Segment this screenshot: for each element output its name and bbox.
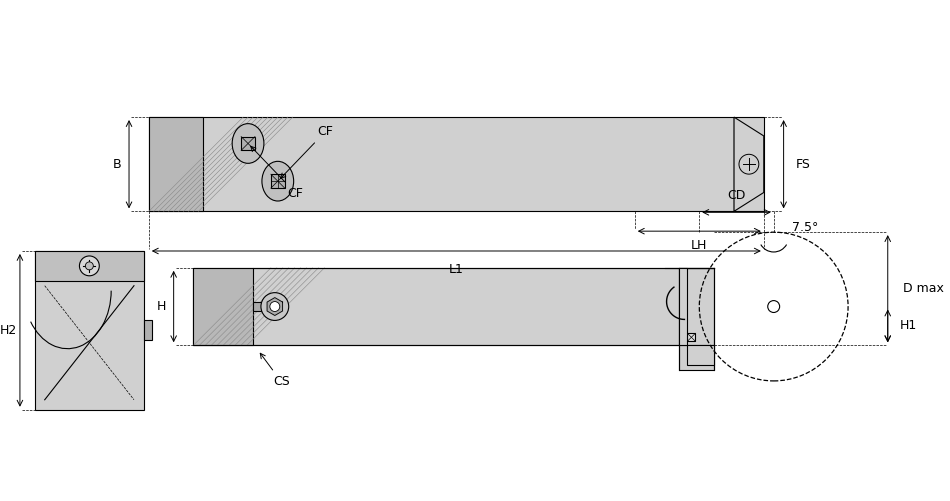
Text: H: H — [157, 300, 166, 313]
Polygon shape — [267, 298, 282, 316]
Text: H2: H2 — [0, 324, 17, 337]
Circle shape — [739, 154, 759, 174]
Bar — [149, 117, 734, 211]
Circle shape — [270, 302, 280, 312]
Ellipse shape — [232, 124, 264, 163]
Circle shape — [80, 256, 99, 276]
Text: L1: L1 — [449, 263, 464, 276]
Text: FS: FS — [795, 158, 810, 171]
Text: LH: LH — [691, 239, 708, 252]
Polygon shape — [679, 268, 714, 365]
Text: D max: D max — [902, 282, 943, 295]
Bar — [194, 268, 679, 345]
Bar — [35, 251, 143, 410]
Bar — [253, 302, 265, 312]
Bar — [688, 333, 695, 341]
Bar — [271, 174, 285, 188]
Polygon shape — [734, 117, 764, 211]
Bar — [734, 117, 764, 211]
Bar — [241, 137, 255, 150]
Bar — [143, 321, 152, 340]
Circle shape — [768, 301, 780, 313]
Circle shape — [261, 293, 289, 321]
Text: CF: CF — [280, 125, 333, 178]
Text: 7.5°: 7.5° — [791, 221, 818, 233]
Bar — [149, 117, 203, 211]
Bar — [194, 268, 253, 345]
Text: H1: H1 — [900, 319, 917, 332]
Text: B: B — [113, 158, 122, 171]
Ellipse shape — [262, 161, 294, 201]
Bar — [35, 251, 143, 281]
Text: CD: CD — [728, 189, 746, 202]
Bar — [679, 268, 714, 370]
Text: CF: CF — [251, 146, 304, 199]
Circle shape — [86, 262, 93, 270]
Text: CS: CS — [260, 353, 290, 388]
